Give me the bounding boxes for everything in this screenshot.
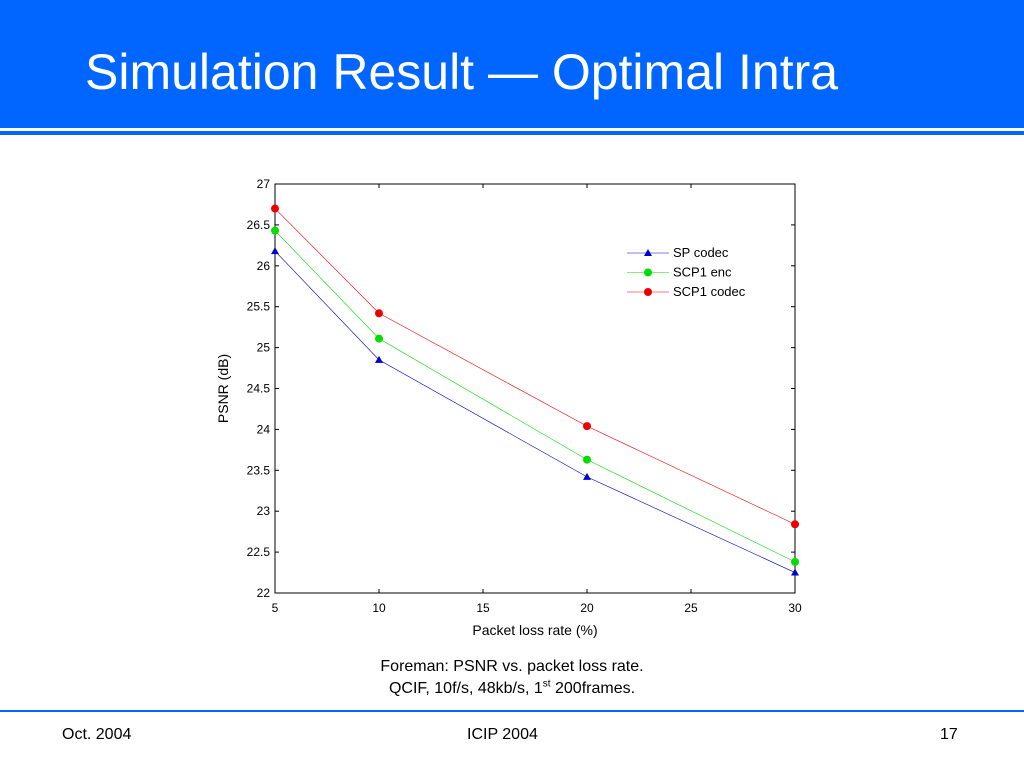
y-tick-label: 22 xyxy=(257,586,271,600)
series-line-1 xyxy=(274,230,796,563)
title-bar: Simulation Result — Optimal Intra xyxy=(0,0,1024,128)
y-tick-label: 24 xyxy=(257,422,271,436)
data-point xyxy=(583,455,591,464)
data-point xyxy=(791,520,799,529)
legend-marker-0 xyxy=(644,249,652,256)
caption-line-2-text: QCIF, 10f/s, 48kb/s, 1 xyxy=(388,680,543,697)
y-tick-label: 23.5 xyxy=(247,463,271,477)
x-tick-label: 30 xyxy=(788,601,802,615)
legend-marker-1 xyxy=(644,268,652,277)
data-point xyxy=(791,557,799,566)
data-point xyxy=(583,472,591,480)
x-tick-label: 25 xyxy=(684,601,698,615)
y-tick-label: 26.5 xyxy=(247,218,271,232)
x-tick-label: 20 xyxy=(580,601,594,615)
legend-marker-2 xyxy=(644,288,652,296)
legend-label-2: SCP1 codec xyxy=(673,284,746,299)
y-tick-label: 23 xyxy=(257,504,271,518)
data-point xyxy=(271,226,279,235)
y-tick-label: 24.5 xyxy=(247,382,271,396)
data-point xyxy=(375,355,383,363)
y-axis-label: PSNR (dB) xyxy=(215,354,231,423)
legend-label-1: SCP1 enc xyxy=(673,265,732,280)
y-tick-label: 27 xyxy=(257,177,271,191)
data-point xyxy=(791,568,799,576)
series-line-2 xyxy=(274,208,796,525)
footer-date: Oct. 2004 xyxy=(62,726,132,743)
data-point xyxy=(271,204,279,213)
x-axis-label: Packet loss rate (%) xyxy=(472,622,597,638)
data-point xyxy=(375,334,383,343)
title-underline xyxy=(0,131,1024,135)
x-tick-label: 5 xyxy=(272,601,279,615)
caption-superscript: st xyxy=(542,678,551,690)
slide-number: 17 xyxy=(940,726,958,743)
x-tick-label: 10 xyxy=(372,601,386,615)
slide-title: Simulation Result — Optimal Intra xyxy=(85,44,839,100)
legend-label-0: SP codec xyxy=(673,245,729,260)
data-point xyxy=(271,247,279,255)
y-tick-label: 26 xyxy=(257,259,271,273)
y-tick-label: 25 xyxy=(257,341,271,355)
caption-line-1: Foreman: PSNR vs. packet loss rate. xyxy=(380,658,644,675)
x-tick-label: 15 xyxy=(476,601,490,615)
y-tick-label: 25.5 xyxy=(247,300,271,314)
caption-line-2-tail: 200frames. xyxy=(550,680,636,697)
y-tick-label: 22.5 xyxy=(247,545,271,559)
figure-caption: Foreman: PSNR vs. packet loss rate. QCIF… xyxy=(262,656,762,700)
data-point xyxy=(375,309,383,318)
caption-line-2: QCIF, 10f/s, 48kb/s, 1st 200frames. xyxy=(262,678,762,700)
data-point xyxy=(583,422,591,431)
footer-conference: ICIP 2004 xyxy=(467,726,538,743)
footer-rule xyxy=(0,710,1024,712)
series-line-0 xyxy=(274,250,796,573)
